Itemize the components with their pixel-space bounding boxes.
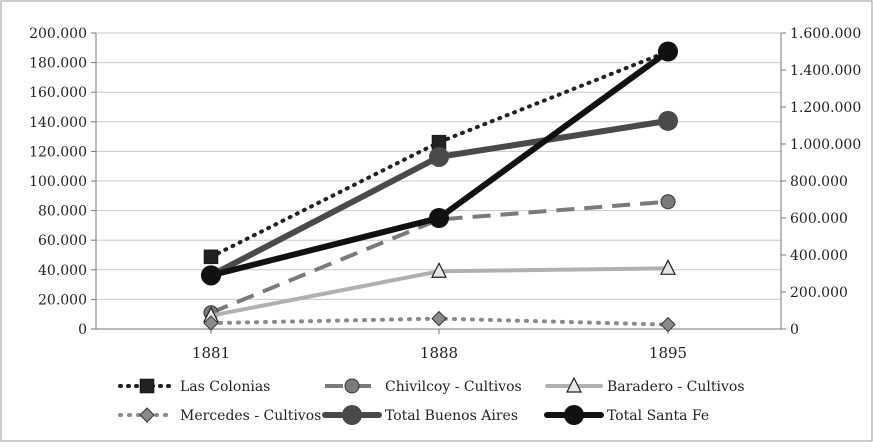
series-3-point — [431, 310, 447, 327]
left-axis-tick-label: 200.000 — [29, 26, 87, 42]
left-axis-tick-label: 140.000 — [29, 115, 87, 131]
series-2-point — [431, 261, 447, 278]
left-axis-tick-label: 0 — [78, 322, 87, 338]
series-0-point — [203, 249, 219, 265]
series-line-1 — [210, 199, 669, 315]
series-3-point — [660, 316, 676, 333]
series-line-3 — [209, 316, 670, 327]
legend-label: Las Colonias — [180, 379, 270, 395]
series-4-point — [429, 146, 449, 167]
legend-swatch-marker — [139, 407, 155, 423]
legend-label: Total Santa Fe — [607, 408, 709, 424]
left-axis-tick-label: 80.000 — [38, 204, 87, 220]
legend-swatch-marker — [566, 376, 582, 393]
left-axis-tick-label: 120.000 — [29, 144, 87, 160]
left-axis-tick-label: 100.000 — [29, 174, 87, 190]
left-axis-tick-label: 20.000 — [38, 292, 87, 308]
right-axis-tick-label: 200.000 — [790, 285, 848, 301]
right-axis-tick-label: 1.600.000 — [790, 26, 861, 42]
series-2-point — [660, 258, 676, 275]
series-5-point — [658, 41, 678, 62]
right-axis-tick-label: 1.400.000 — [790, 63, 861, 79]
legend-swatch-marker — [139, 378, 155, 394]
series-5-point — [201, 265, 221, 286]
right-axis-tick-label: 400.000 — [790, 248, 848, 264]
legend-label: Baradero - Cultivos — [607, 379, 745, 395]
left-axis-tick-label: 180.000 — [29, 56, 87, 72]
legend-label: Chivilcoy - Cultivos — [385, 379, 522, 395]
legend-label: Mercedes - Cultivos — [180, 408, 321, 424]
left-axis-tick-label: 60.000 — [38, 233, 87, 249]
series-4-point — [658, 110, 678, 131]
x-axis-tick-label: 1895 — [649, 344, 687, 362]
x-axis-tick-label: 1888 — [420, 344, 458, 362]
left-axis-tick-label: 40.000 — [38, 263, 87, 279]
right-axis-tick-label: 1.000.000 — [790, 137, 861, 153]
legend-swatch-marker — [342, 405, 362, 425]
legend-label: Total Buenos Aires — [385, 408, 518, 424]
legend-swatch-marker — [344, 378, 360, 394]
series-1-point — [660, 194, 676, 210]
series-5-point — [429, 208, 449, 228]
right-axis-tick-label: 0 — [790, 322, 799, 338]
right-axis-tick-label: 800.000 — [790, 174, 848, 190]
series-3-point — [203, 315, 219, 331]
x-axis-tick-label: 1881 — [192, 344, 230, 362]
left-axis-tick-label: 160.000 — [29, 85, 87, 101]
right-axis-tick-label: 1.200.000 — [790, 100, 861, 116]
legend-swatch-marker — [564, 405, 584, 425]
right-axis-tick-label: 600.000 — [790, 211, 848, 227]
